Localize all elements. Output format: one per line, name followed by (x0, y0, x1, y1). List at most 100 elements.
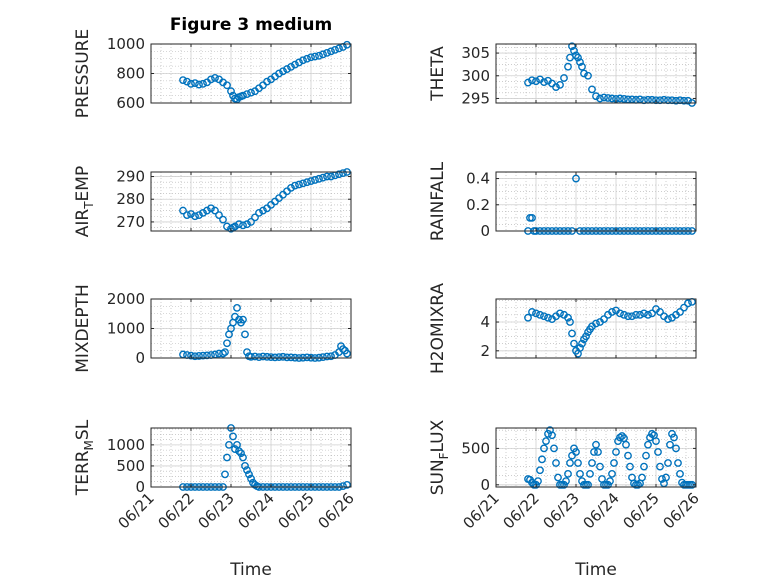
data-point (343, 349, 351, 358)
data-point (315, 174, 323, 183)
data-point (295, 58, 303, 67)
data-point (544, 313, 552, 322)
data-point (556, 80, 564, 89)
data-point (315, 51, 323, 60)
data-point (652, 437, 660, 446)
data-point (616, 94, 624, 103)
data-point (564, 313, 572, 322)
data-point (303, 54, 311, 63)
data-point (323, 48, 331, 57)
data-point (540, 312, 548, 321)
data-point (179, 206, 187, 215)
x-axis-label: Time (574, 560, 617, 580)
data-point (279, 67, 287, 76)
data-point (588, 459, 596, 467)
subplot-3: 270 280 290 AIRTEMP (73, 166, 352, 237)
y-tick-label: 295 (461, 89, 490, 107)
data-point (550, 444, 558, 453)
data-point (628, 312, 636, 321)
y-tick-label: 270 (116, 213, 145, 231)
data-point (243, 90, 251, 99)
data-point (243, 466, 251, 475)
data-point (620, 310, 628, 319)
axes-box (495, 171, 697, 232)
x-tick-label: 06/22 (500, 489, 543, 532)
data-point (568, 42, 576, 51)
data-point (662, 473, 670, 482)
subplot-5: 0 1000 2000 MIXDEPTH (73, 284, 352, 373)
subplot-1: 600 800 1000 PRESSURE (73, 29, 352, 118)
data-point (239, 453, 247, 462)
data-point (179, 76, 187, 85)
y-axis-label: PRESSURE (73, 29, 93, 118)
data-point (241, 462, 249, 470)
y-axis-label: THETA (428, 46, 448, 102)
data-point (195, 352, 203, 360)
data-point (532, 309, 540, 318)
data-point (221, 470, 229, 479)
data-point (582, 332, 590, 341)
data-point (343, 40, 351, 49)
data-point (275, 69, 283, 78)
data-point (596, 462, 604, 471)
data-point (532, 77, 540, 86)
data-point (564, 469, 572, 478)
data-point (684, 96, 692, 105)
x-tick-label: 06/24 (580, 489, 623, 532)
data-point (606, 477, 614, 486)
data-point (339, 345, 347, 354)
x-tick-label: 06/25 (620, 489, 663, 532)
data-point (540, 78, 548, 87)
data-point (331, 46, 339, 54)
data-point (592, 440, 600, 449)
data-point (592, 92, 600, 101)
data-point (556, 309, 564, 318)
data-point (227, 87, 235, 96)
data-point (552, 459, 560, 467)
subplot-panels: 600 800 1000 PRESSURE 295 300 305 THETA 270 280 29… (73, 29, 703, 580)
data-point (283, 353, 291, 362)
data-point (271, 353, 279, 362)
data-point (626, 462, 634, 471)
data-point (275, 353, 283, 362)
y-axis-label: AIRTEMP (73, 166, 96, 237)
y-tick-label: 0 (480, 222, 490, 240)
data-point (255, 353, 263, 362)
data-point (211, 74, 219, 82)
data-point (323, 352, 331, 361)
subplot-8: 0 500 SUNFLUX 06/2106/2206/2306/2406/2506/2… (428, 419, 703, 580)
data-point (564, 62, 572, 71)
data-point (592, 319, 600, 328)
data-point (199, 351, 207, 360)
data-point (199, 79, 207, 88)
data-point (644, 310, 652, 319)
data-point (187, 210, 195, 218)
data-point (339, 169, 347, 178)
data-point (245, 470, 253, 479)
data-point (570, 46, 578, 55)
data-point (291, 181, 299, 190)
data-point (664, 315, 672, 324)
data-point (303, 353, 311, 362)
x-tick-label: 06/23 (195, 489, 238, 532)
figure-title: Figure 3 medium (170, 15, 332, 35)
data-point (586, 469, 594, 478)
x-tick-label: 06/23 (540, 489, 583, 532)
data-point (680, 96, 688, 105)
y-tick-label: 0.4 (466, 170, 490, 188)
data-point (219, 215, 227, 224)
data-point (578, 339, 586, 348)
data-point (287, 353, 295, 362)
data-point (584, 480, 592, 489)
data-point (343, 480, 351, 489)
data-point (327, 172, 335, 181)
data-point (247, 218, 255, 226)
axes-box (150, 171, 352, 232)
y-axis-label: RAINFALL (428, 161, 448, 241)
data-point (658, 475, 666, 483)
x-axis-label: Time (229, 560, 272, 580)
y-tick-label: 500 (116, 457, 145, 475)
y-tick-label: 0.2 (466, 196, 490, 214)
data-point (640, 309, 648, 318)
data-point (642, 451, 650, 460)
